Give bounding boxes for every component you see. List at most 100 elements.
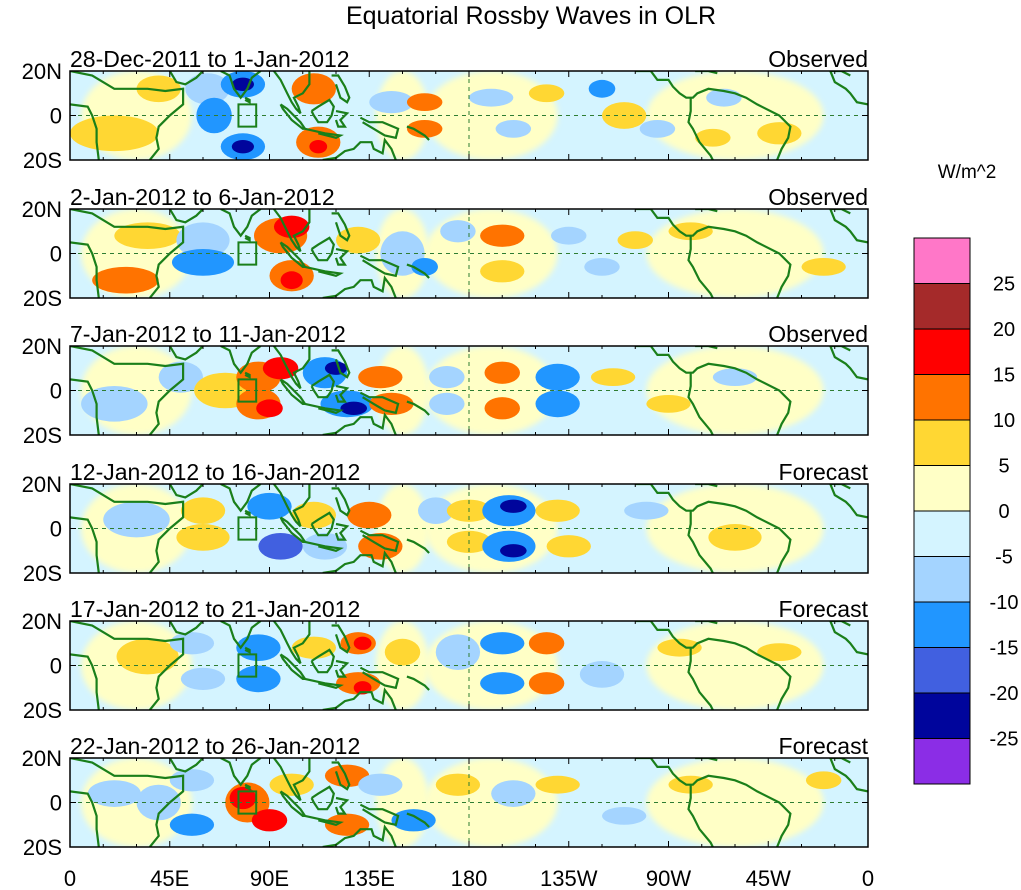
panel-2: 20N 0 20S 2-Jan-2012 to 6-Jan-2012 Observed bbox=[22, 184, 869, 311]
index-box bbox=[237, 378, 258, 403]
coastline bbox=[695, 209, 718, 213]
index-box bbox=[237, 103, 258, 128]
colorbar-swatch bbox=[913, 237, 971, 284]
lon-tick-label: 0 bbox=[64, 866, 76, 890]
anomaly-contour bbox=[236, 665, 281, 693]
anomaly-contour bbox=[256, 399, 283, 418]
anomaly-contour bbox=[358, 773, 403, 796]
longitude-axis: 0 45E 90E 135E 180 135W 90W 45W 0 bbox=[64, 866, 874, 890]
panel-period-label: 2-Jan-2012 to 6-Jan-2012 bbox=[70, 184, 335, 210]
coastline bbox=[70, 346, 185, 435]
anomaly-contour bbox=[269, 773, 314, 796]
coastline bbox=[359, 666, 400, 690]
anomaly-contour bbox=[406, 119, 443, 138]
coastline bbox=[279, 790, 308, 818]
colorbar-label: 5 bbox=[998, 456, 1009, 478]
coastline bbox=[220, 621, 262, 650]
coastline bbox=[829, 484, 868, 519]
coastline bbox=[331, 487, 351, 517]
anomaly-contour bbox=[340, 401, 368, 415]
lon-tick-label: 135E bbox=[344, 866, 395, 890]
coastline bbox=[830, 758, 851, 764]
coastline bbox=[279, 516, 308, 544]
anomaly-contour bbox=[169, 813, 215, 836]
coastline bbox=[310, 511, 335, 537]
anomaly-contour bbox=[291, 501, 337, 529]
coastline bbox=[273, 758, 311, 802]
coastline bbox=[334, 522, 350, 541]
anomaly-contour bbox=[695, 128, 731, 147]
colorbar-swatch bbox=[913, 419, 971, 466]
coastline bbox=[331, 349, 351, 379]
panel-period-label: 28-Dec-2011 to 1-Jan-2012 bbox=[70, 46, 350, 72]
coastline bbox=[406, 538, 430, 554]
coastline bbox=[244, 371, 251, 379]
anomaly-contour bbox=[657, 638, 702, 657]
anomaly-contour bbox=[324, 764, 370, 787]
coastline bbox=[70, 241, 100, 298]
anomaly-contour bbox=[757, 643, 802, 662]
coastline bbox=[331, 74, 351, 104]
colorbar-swatch bbox=[913, 692, 971, 739]
anomaly-contour bbox=[491, 780, 536, 807]
coastline-overlay bbox=[70, 484, 868, 573]
olr-anomaly-field bbox=[70, 71, 824, 160]
panel-3: 20N 0 20S 7-Jan-2012 to 11-Jan-2012 Observed bbox=[22, 321, 869, 448]
anomaly-contour bbox=[469, 88, 514, 107]
coastline bbox=[304, 677, 344, 689]
panel-status-label: Forecast bbox=[779, 733, 869, 759]
coastline bbox=[687, 235, 714, 298]
coastline bbox=[635, 71, 792, 160]
coastline bbox=[406, 400, 430, 416]
colorbar-swatch bbox=[913, 556, 971, 603]
coastline-overlay bbox=[70, 71, 868, 160]
anomaly-contour bbox=[480, 632, 525, 655]
coastline bbox=[334, 110, 350, 128]
anomaly-contour bbox=[424, 71, 558, 160]
anomaly-contour bbox=[369, 91, 414, 114]
coastline bbox=[687, 647, 714, 710]
coastline bbox=[830, 71, 851, 77]
panel-status-label: Observed bbox=[768, 184, 868, 210]
colorbar-swatch bbox=[913, 283, 971, 330]
coastline bbox=[829, 346, 868, 381]
anomaly-contour bbox=[70, 115, 159, 152]
lat-tick-label: 20S bbox=[23, 835, 62, 860]
anomaly-contour bbox=[588, 79, 616, 98]
anomaly-contour bbox=[180, 497, 226, 525]
anomaly-contour bbox=[247, 492, 292, 520]
anomaly-contour bbox=[358, 366, 403, 389]
colorbar-label: -20 bbox=[990, 683, 1019, 705]
anomaly-contour bbox=[429, 366, 465, 389]
anomaly-contour bbox=[551, 226, 587, 245]
anomaly-contour bbox=[495, 119, 532, 138]
anomaly-contour bbox=[103, 501, 170, 538]
coastline bbox=[829, 209, 868, 244]
lon-tick-label: 90W bbox=[646, 866, 691, 890]
anomaly-contour bbox=[480, 224, 525, 247]
anomaly-contour bbox=[384, 638, 421, 666]
coastline bbox=[220, 758, 262, 787]
coastline bbox=[279, 378, 308, 405]
anomaly-contour bbox=[406, 93, 443, 112]
anomaly-contour bbox=[617, 231, 653, 250]
anomaly-contour bbox=[229, 786, 257, 810]
anomaly-contour bbox=[136, 75, 181, 103]
colorbar-label: -10 bbox=[990, 592, 1019, 614]
coastline bbox=[220, 346, 262, 375]
coastline-overlay bbox=[70, 621, 868, 710]
lat-tick-label: 20S bbox=[23, 286, 62, 311]
coastline bbox=[244, 509, 251, 517]
coastline bbox=[695, 71, 718, 75]
panel-period-label: 12-Jan-2012 to 16-Jan-2012 bbox=[70, 459, 360, 485]
lon-tick-label: 180 bbox=[451, 866, 488, 890]
anomaly-contour bbox=[169, 632, 215, 655]
anomaly-contour bbox=[176, 222, 230, 258]
coastline bbox=[279, 103, 308, 130]
lat-tick-label: 0 bbox=[50, 379, 62, 404]
coastline bbox=[695, 621, 718, 625]
coastline bbox=[359, 803, 400, 827]
coastline bbox=[310, 648, 335, 674]
anomaly-contour bbox=[528, 84, 565, 103]
coastline bbox=[687, 510, 714, 573]
